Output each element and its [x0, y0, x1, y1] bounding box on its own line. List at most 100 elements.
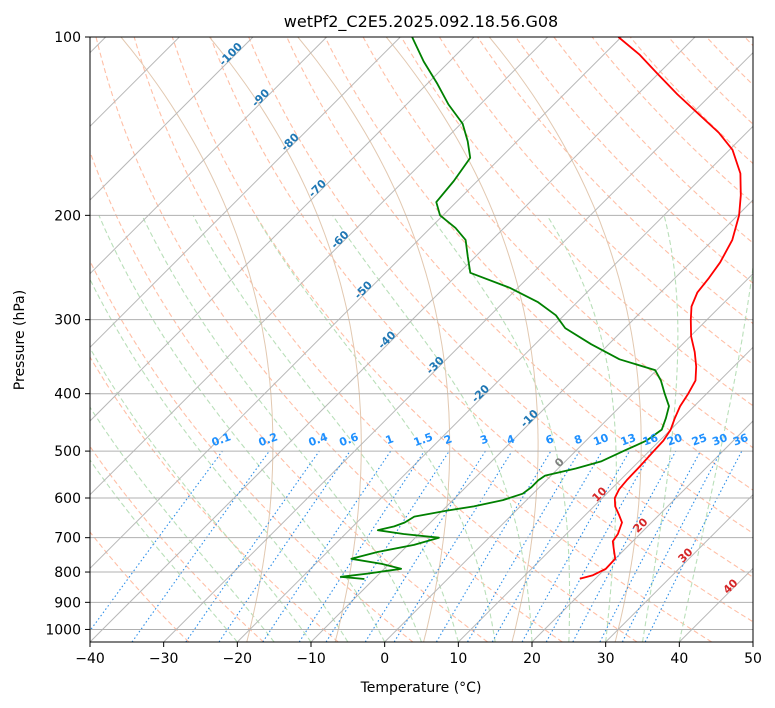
isotherm-line	[90, 37, 622, 570]
mixing-ratio-label: 2	[442, 432, 454, 447]
sounding-traces	[339, 37, 742, 580]
x-tick-label: 50	[744, 651, 762, 667]
x-axis-label: Temperature (°C)	[360, 680, 482, 696]
dry-adiabat-line	[324, 37, 753, 491]
moist-adiabat-line	[141, 215, 423, 642]
dry-adiabat-line	[209, 37, 753, 623]
y-tick-label: 1000	[45, 622, 81, 638]
isotherm-line	[90, 37, 401, 349]
dewpoint-line	[339, 37, 670, 580]
isotherm-line	[605, 493, 753, 642]
x-tick-label: −10	[296, 651, 326, 667]
mixing-ratio-label: 16	[641, 431, 660, 449]
reference-curve-line	[120, 37, 274, 642]
mixing-ratio-line	[185, 450, 320, 642]
mixing-ratio-label: 8	[572, 432, 584, 447]
y-tick-label: 500	[54, 444, 81, 460]
moist-adiabat-line	[90, 459, 238, 642]
mixing-ratio-label: 1.5	[412, 430, 435, 449]
dry-adiabat-line	[90, 531, 190, 642]
mixing-ratio-label: 0.6	[338, 430, 361, 449]
mixing-ratio-line	[393, 450, 513, 642]
plot-frame	[89, 36, 754, 643]
isotherm-line	[457, 346, 753, 642]
x-tick-label: 30	[597, 651, 615, 667]
mixing-ratio-line	[545, 450, 653, 642]
mixing-ratio-label: 36	[731, 431, 750, 449]
y-tick-label: 600	[54, 491, 81, 507]
dry-adiabat-line	[95, 37, 563, 642]
mixing-ratio-label: 6	[544, 432, 556, 447]
mixing-ratio-line	[90, 450, 223, 632]
mixing-ratio-label: 20	[665, 431, 684, 449]
dry-adiabat-line	[515, 37, 753, 284]
mixing-ratio-line	[572, 450, 677, 642]
mixing-ratio-line	[521, 450, 630, 642]
y-tick-label: 100	[54, 30, 81, 46]
mixing-ratio-label: 30	[710, 431, 729, 449]
moist-adiabat-line	[429, 214, 571, 642]
isotherm-line	[90, 37, 328, 275]
mixing-ratio-label: 3	[478, 432, 490, 447]
y-tick-label: 700	[54, 531, 81, 547]
isotherm-line	[752, 641, 753, 642]
x-tick-label: 40	[670, 651, 688, 667]
moist-adiabat-line	[546, 215, 617, 642]
x-tick-label: 10	[449, 651, 467, 667]
mixing-ratio-line	[218, 450, 351, 642]
mixing-ratio-label: 0.1	[210, 430, 233, 449]
mixing-ratio-label: 0.2	[257, 430, 280, 449]
y-axis-label: Pressure (hPa)	[12, 290, 28, 390]
dry-adiabat-line	[133, 37, 638, 642]
isobar-gridlines	[90, 37, 753, 630]
mixing-ratio-label: 1	[384, 432, 396, 447]
mixing-ratio-label: 10	[592, 431, 611, 449]
reference-curve-line	[488, 37, 642, 642]
plot-background	[90, 37, 753, 642]
mixing-ratio-label: 0.4	[307, 430, 330, 449]
isotherm-line	[236, 125, 753, 642]
x-tick-label: −40	[75, 651, 105, 667]
moist-adiabat-line	[678, 262, 753, 642]
dry-adiabat-line	[438, 37, 753, 366]
dry-adiabat-line	[90, 445, 264, 642]
isotherm-line	[310, 199, 753, 642]
mixing-ratio-label: 25	[690, 431, 709, 448]
isotherm-line	[90, 37, 475, 422]
x-tick-label: −20	[223, 651, 253, 667]
x-tick-label: 20	[523, 651, 541, 667]
isotherm-line	[90, 37, 549, 496]
isotherm-line	[384, 272, 753, 642]
x-tick-label: 0	[380, 651, 389, 667]
dry-adiabat-line	[400, 37, 753, 407]
y-tick-label: 300	[54, 313, 81, 329]
dry-adiabat-line	[90, 356, 339, 642]
moist-adiabat-line	[641, 215, 679, 642]
mixing-ratio-line	[298, 450, 425, 642]
mixing-ratio-line	[131, 450, 270, 642]
dry-adiabat-line	[171, 37, 712, 642]
isotherm-line	[163, 51, 753, 642]
isotherm-line	[531, 420, 753, 642]
y-tick-label: 800	[54, 565, 81, 581]
moist-adiabat-line	[98, 215, 386, 642]
mixing-ratio-line	[262, 450, 392, 642]
y-tick-label: 900	[54, 595, 81, 611]
y-axis: 100 200 300 400 500 600 700 800 900 1000	[45, 30, 90, 638]
isotherm-line	[90, 37, 696, 642]
isotherm-line	[90, 37, 254, 201]
reference-curve-line	[209, 37, 362, 642]
reference-curve-line	[297, 37, 451, 642]
mixing-ratio-label: 13	[619, 431, 638, 448]
y-tick-label: 200	[54, 208, 81, 224]
moist-adiabat-line	[192, 215, 459, 642]
reference-curve-line	[385, 37, 539, 642]
dry-adiabat-line	[248, 37, 753, 578]
chart-title: wetPf2_C2E5.2025.092.18.56.G08	[284, 12, 558, 32]
mixing-ratio-label: 4	[505, 432, 517, 447]
y-tick-label: 400	[54, 387, 81, 403]
mixing-ratio-line	[644, 450, 743, 642]
moist-adiabat-line	[90, 347, 312, 642]
x-tick-label: −30	[149, 651, 179, 667]
